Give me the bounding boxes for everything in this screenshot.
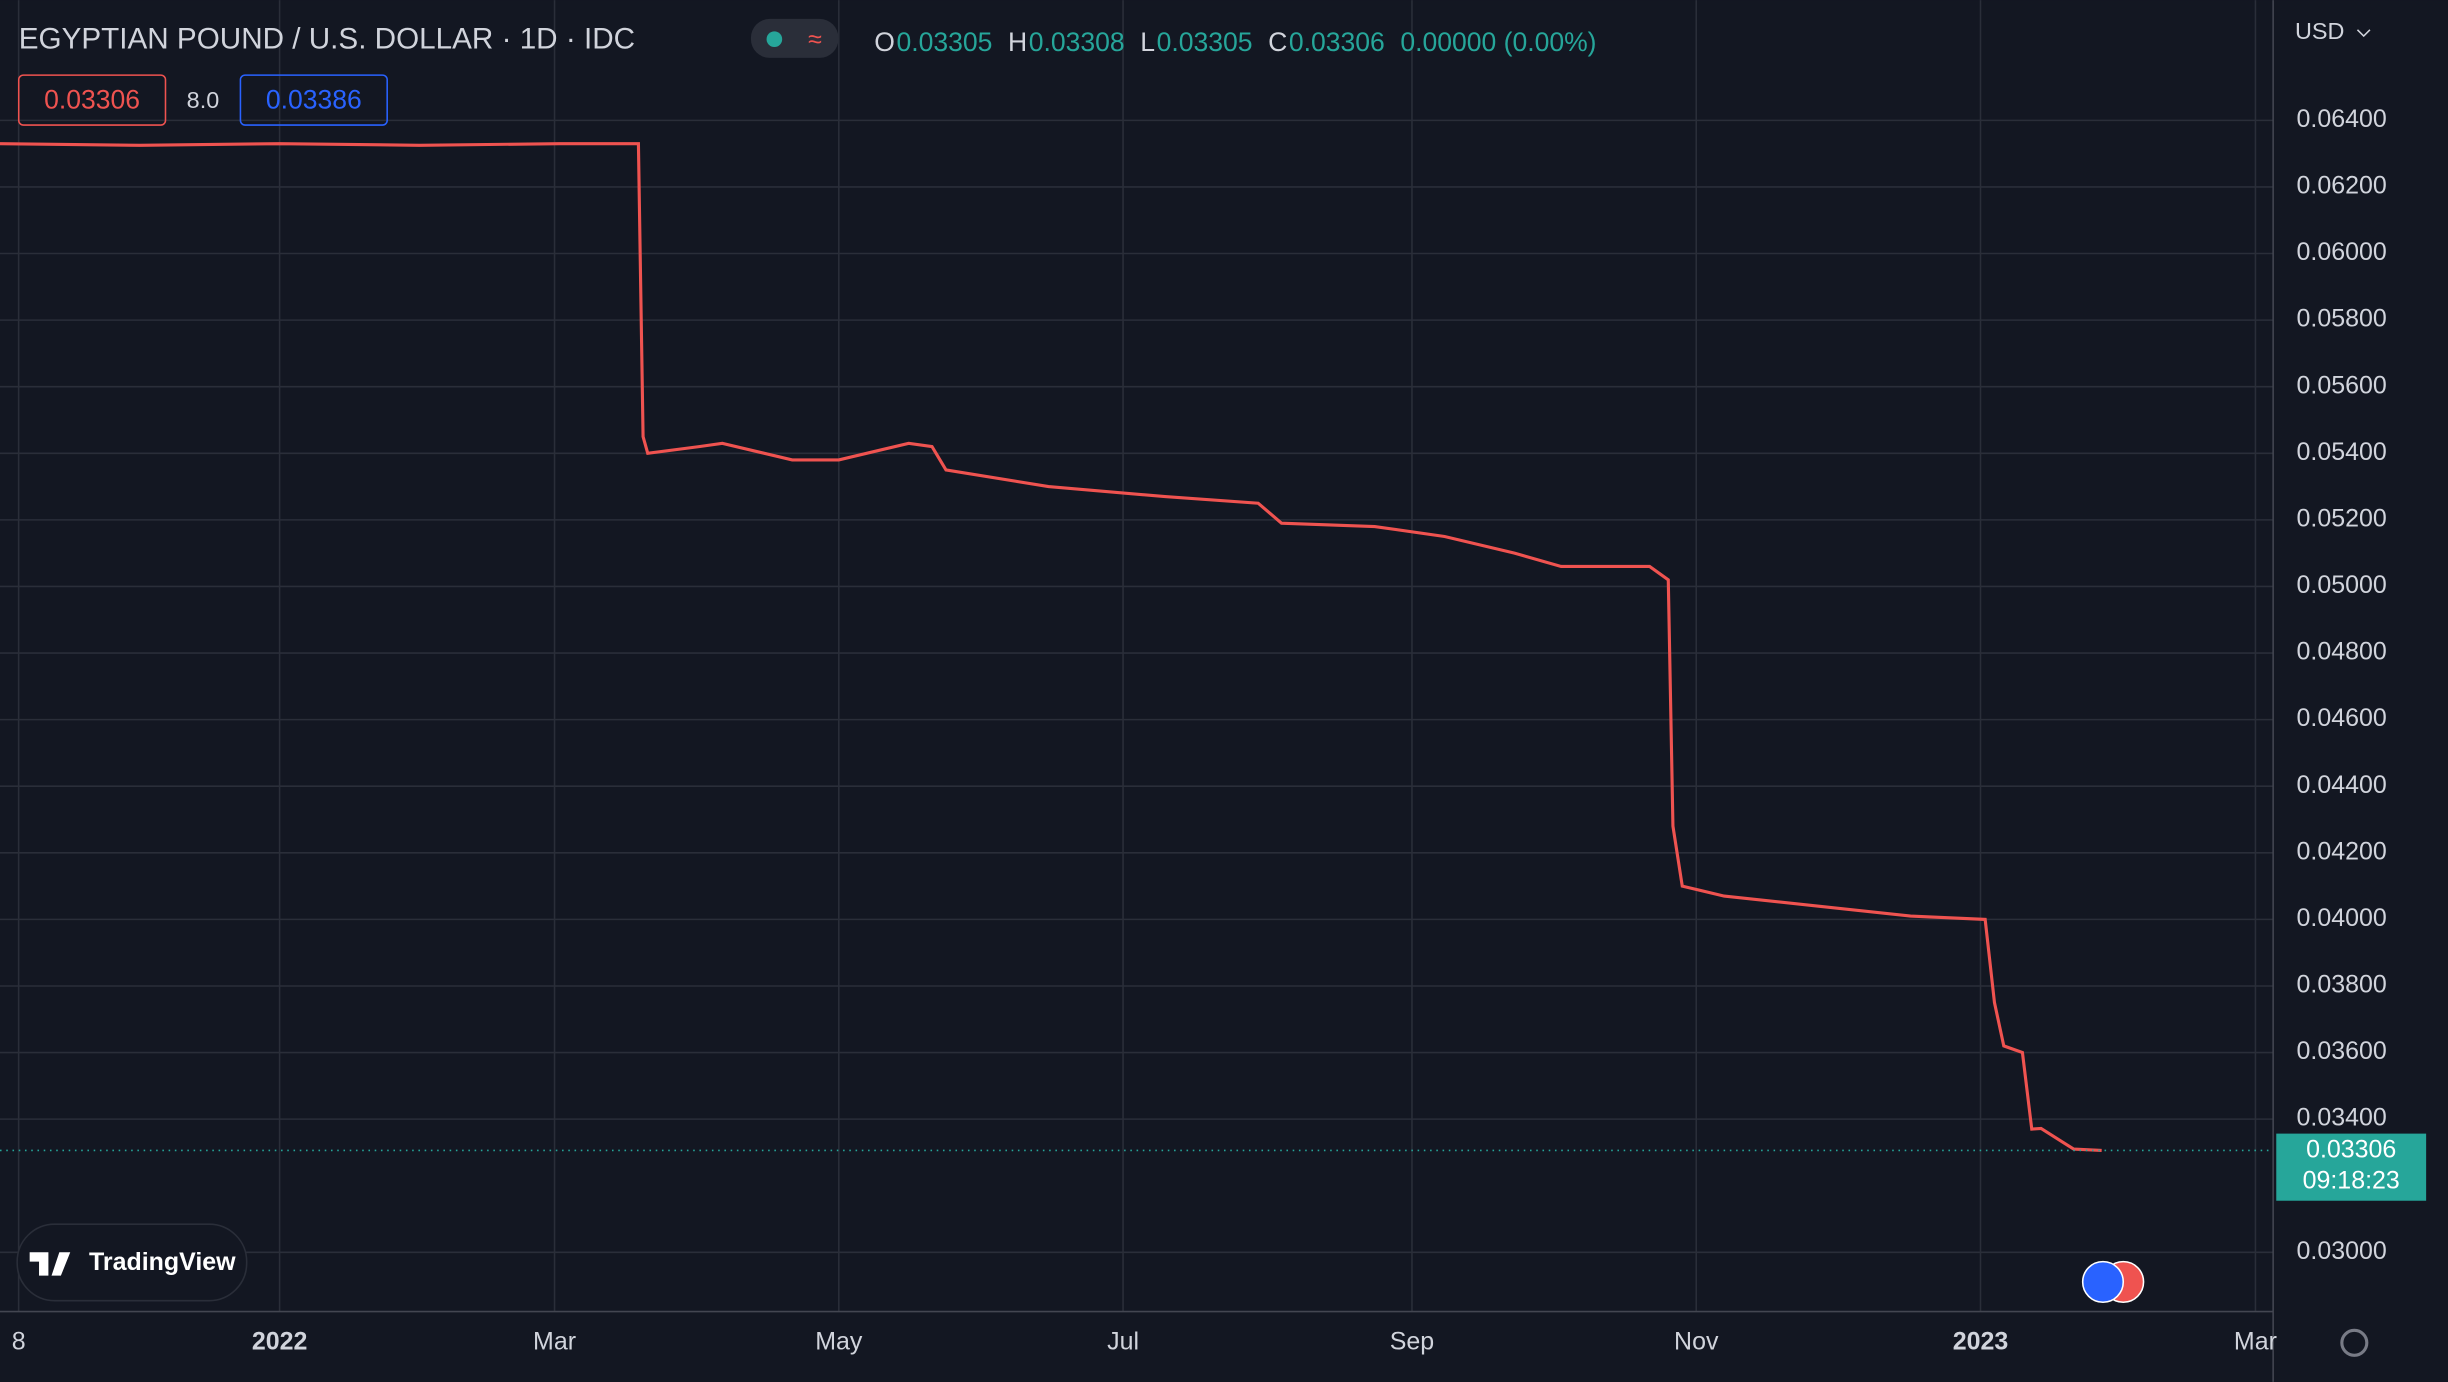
x-tick-label: 2023: [1953, 1327, 2009, 1355]
change: 0.00000 (0.00%): [1400, 27, 1596, 57]
y-tick-label: 0.05200: [2297, 504, 2387, 532]
brand-logo: [29, 1252, 71, 1276]
ohlc-value: 0.03306: [1289, 27, 1385, 57]
x-tick-label: Jul: [1107, 1327, 1139, 1355]
ohlc-label: H: [1008, 27, 1027, 57]
y-tick-label: 0.03400: [2297, 1104, 2387, 1132]
y-tick-label: 0.05600: [2297, 371, 2387, 399]
bid-box[interactable]: [17, 74, 167, 126]
settings-icon[interactable]: [2340, 1328, 2369, 1357]
status-pill[interactable]: [750, 18, 839, 58]
y-tick-label: 0.05000: [2297, 571, 2387, 599]
x-tick-label: May: [815, 1327, 863, 1355]
y-tick-label: 0.05800: [2297, 305, 2387, 333]
y-tick-label: 0.06000: [2297, 238, 2387, 266]
countdown: 09:18:23: [2303, 1167, 2400, 1195]
y-tick-label: 0.04600: [2297, 704, 2387, 732]
ohlc-label: C: [1268, 27, 1287, 57]
status-icon: ≈: [808, 25, 822, 53]
brand-badge[interactable]: [16, 1223, 248, 1302]
event-flag[interactable]: [2081, 1260, 2125, 1303]
price-tag: [2276, 1133, 2427, 1201]
y-tick-label: 0.03800: [2297, 971, 2387, 999]
x-tick-label: Mar: [2234, 1327, 2277, 1355]
ohlc-value: 0.03305: [896, 27, 992, 57]
y-tick-label: 0.06400: [2297, 105, 2387, 133]
currency-caret: [2356, 29, 2371, 38]
chart-title: EGYPTIAN POUND / U.S. DOLLAR · 1D · IDC: [19, 23, 635, 56]
last-price: 0.03306: [2306, 1135, 2396, 1163]
y-tick-label: 0.04400: [2297, 771, 2387, 799]
x-tick-label: 2022: [252, 1327, 308, 1355]
ohlc-label: O: [874, 27, 895, 57]
price-line: [0, 142, 2102, 1153]
brand: TradingView: [89, 1248, 236, 1276]
spread: 8.0: [187, 87, 220, 113]
y-tick-label: 0.03600: [2297, 1037, 2387, 1065]
ask: 0.03386: [266, 85, 362, 115]
status-dot: [766, 31, 783, 47]
x-tick-label: Nov: [1674, 1327, 1719, 1355]
currency[interactable]: USD: [2295, 18, 2344, 44]
y-tick-label: 0.04800: [2297, 638, 2387, 666]
ohlc-label: L: [1140, 27, 1155, 57]
y-tick-label: 0.04200: [2297, 837, 2387, 865]
ask-box[interactable]: [239, 74, 388, 126]
y-tick-label: 0.05400: [2297, 438, 2387, 466]
y-tick-label: 0.06200: [2297, 172, 2387, 200]
ohlc-value: 0.03305: [1157, 27, 1253, 57]
x-tick-label: 8: [12, 1327, 26, 1355]
ohlc-value: 0.03308: [1029, 27, 1125, 57]
x-tick-label: Mar: [533, 1327, 576, 1355]
y-tick-label: 0.04000: [2297, 904, 2387, 932]
x-tick-label: Sep: [1390, 1327, 1434, 1355]
bid: 0.03306: [44, 85, 140, 115]
y-tick-label: 0.03000: [2297, 1237, 2387, 1265]
